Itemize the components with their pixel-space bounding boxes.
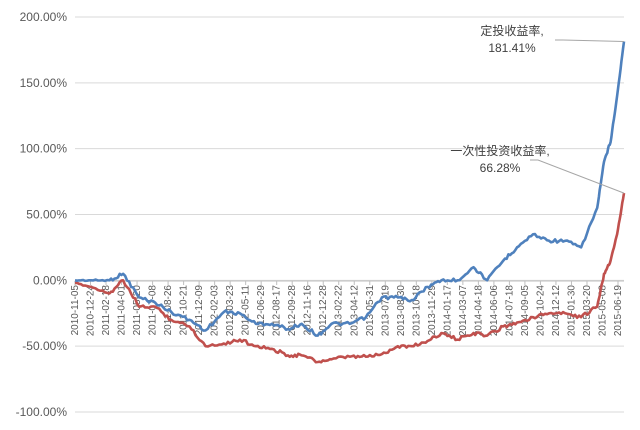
y-tick-label: 0.00% [33,273,67,287]
x-tick-label: 2011-12-09 [194,285,205,336]
x-tick-label: 2013-04-12 [349,285,360,337]
x-tick-label: 2012-05-11 [241,285,252,336]
x-tick-label: 2015-05-08 [597,285,608,337]
x-tick-label: 2010-11-05 [70,285,81,336]
x-tick-label: 2011-05-20 [132,285,143,336]
x-tick-label: 2011-02-18 [101,285,112,336]
annotation-label: 定投收益率, [480,23,543,38]
annotation-value: 181.41% [488,41,536,55]
x-tick-label: 2012-03-23 [225,285,236,337]
series-line [74,41,626,337]
x-tick-label: 2014-01-17 [442,285,453,337]
x-tick-label: 2014-06-06 [489,285,500,337]
x-tick-label: 2013-11-29 [427,285,438,336]
x-tick-label: 2013-07-19 [380,285,391,337]
x-tick-label: 2011-04-01 [117,285,128,336]
y-tick-label: 100.00% [20,142,68,156]
annotation-leader [555,39,625,42]
annotation-label: 一次性投资收益率, [450,143,549,158]
x-tick-label: 2013-08-30 [396,285,407,337]
annotations: 定投收益率, 181.41% 一次性投资收益率, 66.28% [450,23,625,194]
series-layer [74,41,626,364]
y-tick-label: -50.00% [22,339,67,353]
x-tick-label: 2014-03-07 [458,285,469,337]
x-tick-label: 2012-06-29 [256,285,267,337]
x-tick-label: 2010-12-24 [86,285,97,337]
y-tick-label: 150.00% [20,76,68,90]
x-tick-label: 2012-02-03 [210,285,221,337]
x-axis: 2010-11-05 2010-12-24 2011-02-18 2011-04-01… [70,280,624,337]
x-tick-label: 2012-08-17 [272,285,283,337]
x-tick-label: 2012-09-28 [287,285,298,337]
x-tick-label: 2015-06-19 [613,285,624,337]
grid [75,16,624,413]
y-tick-label: 200.00% [20,10,68,24]
x-tick-label: 2014-07-18 [504,285,515,337]
annotation-leader [530,159,625,194]
x-tick-label: 2013-10-18 [411,285,422,337]
x-tick-label: 2015-01-30 [566,285,577,337]
x-tick-label: 2014-12-12 [551,285,562,337]
x-tick-label: 2012-11-16 [303,285,314,336]
x-tick-label: 2015-03-20 [582,285,593,337]
x-tick-label: 2014-09-05 [520,285,531,337]
x-tick-label: 2011-07-08 [148,285,159,336]
x-tick-label: 2012-12-28 [318,285,329,337]
annotation-value: 66.28% [480,161,521,175]
x-tick-label: 2013-02-22 [334,285,345,337]
y-tick-label: -100.00% [16,405,68,419]
x-tick-label: 2014-10-24 [535,285,546,337]
y-tick-label: 50.00% [26,208,67,222]
series-line [74,192,626,364]
x-tick-label: 2011-10-21 [179,285,190,336]
x-tick-label: 2014-04-18 [473,285,484,337]
y-axis: -100.00% -50.00% 0.00% 50.00% 100.00% 150.00%… [16,10,68,419]
